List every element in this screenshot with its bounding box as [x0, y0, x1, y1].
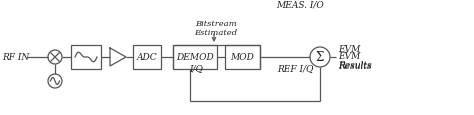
Text: REF I/Q: REF I/Q [277, 63, 313, 72]
Text: I/Q: I/Q [189, 63, 203, 72]
Bar [133, 46, 161, 69]
Bar [173, 46, 217, 69]
Text: ADC: ADC [137, 53, 157, 62]
Circle shape [310, 48, 330, 67]
Text: EVM: EVM [338, 52, 360, 60]
Bar [71, 46, 101, 69]
Text: Estimated: Estimated [194, 29, 237, 37]
Bar [225, 46, 260, 69]
Text: MEAS. I/O: MEAS. I/O [276, 1, 324, 10]
Text: Bitstream: Bitstream [195, 20, 237, 28]
Text: Results: Results [338, 61, 372, 70]
Text: EVM: EVM [338, 45, 360, 54]
Text: MOD: MOD [230, 53, 255, 62]
Text: DEMOD: DEMOD [176, 53, 214, 62]
Circle shape [48, 74, 62, 88]
Text: RF IN: RF IN [2, 53, 29, 62]
Circle shape [48, 51, 62, 64]
Text: Results: Results [338, 60, 372, 69]
Text: Σ: Σ [316, 51, 324, 63]
Polygon shape [110, 49, 126, 66]
